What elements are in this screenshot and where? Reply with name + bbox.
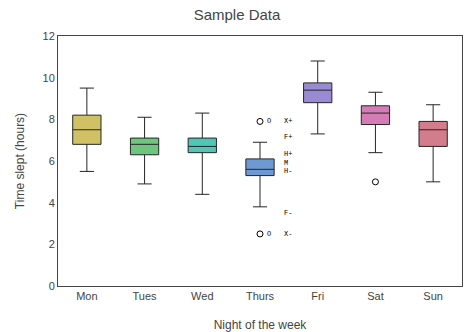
svg-text:F-: F- [284, 209, 292, 217]
svg-text:Sun: Sun [423, 290, 443, 302]
svg-text:H+: H+ [284, 150, 292, 158]
svg-text:Fri: Fri [311, 290, 324, 302]
svg-text:M: M [284, 159, 288, 167]
svg-text:6: 6 [49, 155, 55, 167]
svg-text:Tues: Tues [133, 290, 158, 302]
svg-text:H-: H- [284, 167, 292, 175]
svg-text:O: O [267, 117, 271, 125]
svg-text:Time slept (hours): Time slept (hours) [13, 113, 27, 209]
svg-text:X+: X+ [284, 117, 292, 125]
svg-text:Sample Data: Sample Data [194, 6, 281, 23]
svg-text:4: 4 [49, 197, 55, 209]
svg-text:Sat: Sat [367, 290, 384, 302]
svg-text:12: 12 [43, 30, 55, 42]
svg-text:F+: F+ [284, 133, 292, 141]
svg-text:Night of the week: Night of the week [214, 318, 308, 332]
svg-text:Wed: Wed [191, 290, 213, 302]
svg-text:0: 0 [49, 280, 55, 292]
svg-text:Thurs: Thurs [246, 290, 275, 302]
svg-text:2: 2 [49, 238, 55, 250]
svg-text:Mon: Mon [76, 290, 97, 302]
svg-text:O: O [267, 230, 271, 238]
svg-text:10: 10 [43, 72, 55, 84]
svg-text:X-: X- [284, 230, 292, 238]
svg-text:8: 8 [49, 113, 55, 125]
